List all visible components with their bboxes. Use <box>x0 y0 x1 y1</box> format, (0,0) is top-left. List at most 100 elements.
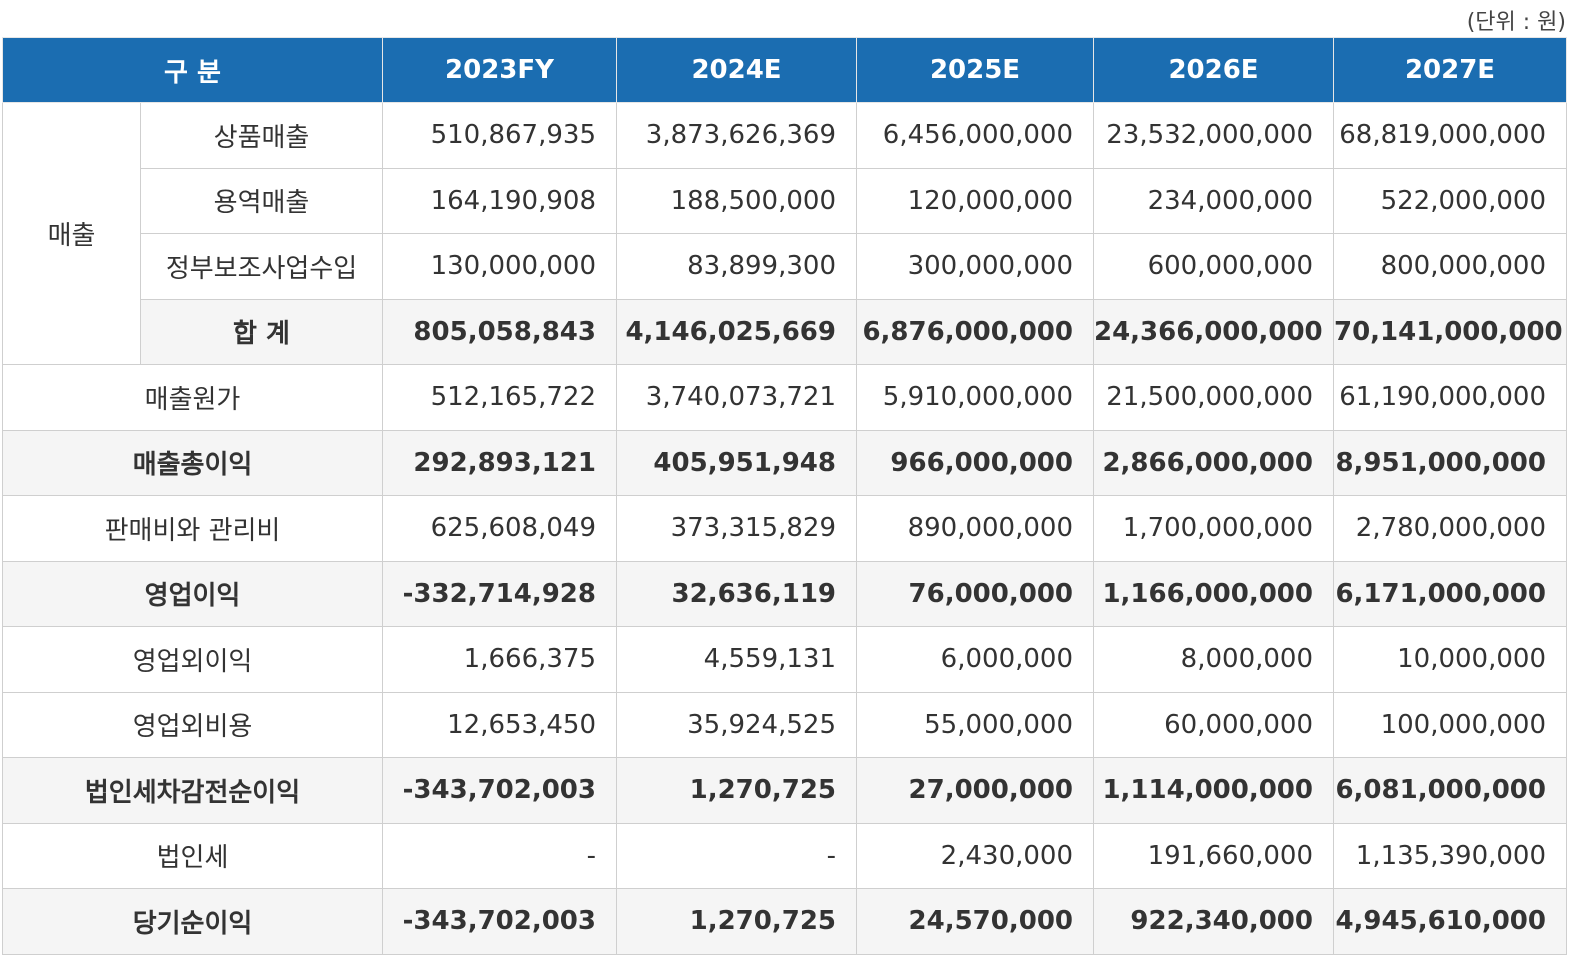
value-cell: 4,945,610,000 <box>1333 888 1567 955</box>
value-cell: 2,430,000 <box>856 822 1094 889</box>
value-cell: 55,000,000 <box>856 691 1094 758</box>
value-cell: 5,910,000,000 <box>856 364 1094 431</box>
table-row: 매출 상품매출 510,867,935 3,873,626,369 6,456,000,… <box>2 102 1567 365</box>
value-cell: 6,000,000 <box>856 626 1094 693</box>
header-cell: 구 분 <box>2 37 383 103</box>
value-cell: 23,532,000,000 <box>1093 102 1334 169</box>
value-cell: 164,190,908 <box>382 167 617 234</box>
value-cell: 890,000,000 <box>856 495 1094 562</box>
table-row: 용역매출 164,190,908 188,500,000 120,000,000 234… <box>3 167 1567 234</box>
value-cell: 373,315,829 <box>616 495 857 562</box>
value-cell: 522,000,000 <box>1333 167 1567 234</box>
value-cell: 8,000,000 <box>1093 626 1334 693</box>
value-cell: 1,166,000,000 <box>1093 560 1334 627</box>
table-row: 정부보조사업수입 130,000,000 83,899,300 300,000,000… <box>3 233 1567 300</box>
value-cell: 60,000,000 <box>1093 691 1334 758</box>
value-cell: 24,366,000,000 <box>1093 298 1334 365</box>
value-cell: 1,700,000,000 <box>1093 495 1334 562</box>
value-cell: 1,135,390,000 <box>1333 822 1567 889</box>
row-label: 정부보조사업수입 <box>140 233 383 300</box>
header-row: 구 분 2023FY 2024E 2025E 2026E 2027E <box>2 37 1567 103</box>
table-row: 영업외이익 1,666,375 4,559,131 6,000,000 8,000,00… <box>2 626 1567 693</box>
value-cell: -343,702,003 <box>382 757 617 824</box>
value-cell: 188,500,000 <box>616 167 857 234</box>
value-cell: 130,000,000 <box>382 233 617 300</box>
value-cell: 68,819,000,000 <box>1333 102 1567 169</box>
header-cell: 2026E <box>1093 37 1334 103</box>
value-cell: 83,899,300 <box>616 233 857 300</box>
financial-table: 구 분 2023FY 2024E 2025E 2026E 2027E 매출 상품매출 510,… <box>2 37 1567 955</box>
value-cell: 625,608,049 <box>382 495 617 562</box>
row-label: 영업외비용 <box>2 691 383 758</box>
value-cell: 4,146,025,669 <box>616 298 857 365</box>
value-cell: 922,340,000 <box>1093 888 1334 955</box>
value-cell: 600,000,000 <box>1093 233 1334 300</box>
table-row: 판매비와 관리비 625,608,049 373,315,829 890,000,00… <box>2 495 1567 562</box>
value-cell: 24,570,000 <box>856 888 1094 955</box>
row-label: 영업이익 <box>2 560 383 627</box>
row-label: 상품매출 <box>140 102 383 169</box>
value-cell: 300,000,000 <box>856 233 1094 300</box>
value-cell: 35,924,525 <box>616 691 857 758</box>
value-cell: 120,000,000 <box>856 167 1094 234</box>
value-cell: 76,000,000 <box>856 560 1094 627</box>
table-body: 매출 상품매출 510,867,935 3,873,626,369 6,456,000,… <box>2 102 1567 955</box>
value-cell: 510,867,935 <box>382 102 617 169</box>
value-cell: 100,000,000 <box>1333 691 1567 758</box>
table-row: 법인세차감전순이익 -343,702,003 1,270,725 27,000,000… <box>2 757 1567 824</box>
value-cell: 1,666,375 <box>382 626 617 693</box>
value-cell: 8,951,000,000 <box>1333 429 1567 496</box>
row-label: 법인세차감전순이익 <box>2 757 383 824</box>
value-cell: 191,660,000 <box>1093 822 1334 889</box>
value-cell: 966,000,000 <box>856 429 1094 496</box>
row-label: 합 계 <box>140 298 383 365</box>
value-cell: - <box>382 822 617 889</box>
value-cell: 32,636,119 <box>616 560 857 627</box>
unit-note: (단위 : 원) <box>1466 10 1566 35</box>
value-cell: 70,141,000,000 <box>1333 298 1567 365</box>
value-cell: 800,000,000 <box>1333 233 1567 300</box>
value-cell: - <box>616 822 857 889</box>
header-cell: 2025E <box>856 37 1094 103</box>
header-cell: 2023FY <box>382 37 617 103</box>
group-label: 매출 <box>2 102 141 365</box>
value-cell: 2,866,000,000 <box>1093 429 1334 496</box>
value-cell: 1,270,725 <box>616 888 857 955</box>
row-label: 법인세 <box>2 822 383 889</box>
table-row: 당기순이익 -343,702,003 1,270,725 24,570,000 922,… <box>2 888 1567 955</box>
value-cell: 6,081,000,000 <box>1333 757 1567 824</box>
table-row: 영업외비용 12,653,450 35,924,525 55,000,000 60,00… <box>2 691 1567 758</box>
row-label: 당기순이익 <box>2 888 383 955</box>
value-cell: 27,000,000 <box>856 757 1094 824</box>
value-cell: 6,171,000,000 <box>1333 560 1567 627</box>
value-cell: 4,559,131 <box>616 626 857 693</box>
value-cell: 6,456,000,000 <box>856 102 1094 169</box>
value-cell: 405,951,948 <box>616 429 857 496</box>
value-cell: 2,780,000,000 <box>1333 495 1567 562</box>
value-cell: 21,500,000,000 <box>1093 364 1334 431</box>
header-cell: 2024E <box>616 37 857 103</box>
value-cell: 512,165,722 <box>382 364 617 431</box>
value-cell: 292,893,121 <box>382 429 617 496</box>
value-cell: 234,000,000 <box>1093 167 1334 234</box>
value-cell: 1,114,000,000 <box>1093 757 1334 824</box>
value-cell: -343,702,003 <box>382 888 617 955</box>
table-row: 매출원가 512,165,722 3,740,073,721 5,910,000,00… <box>2 364 1567 431</box>
table-row: 법인세 - -2,430,000 191,660,000 1,135,390,000 <box>2 822 1567 889</box>
value-cell: 6,876,000,000 <box>856 298 1094 365</box>
value-cell: 12,653,450 <box>382 691 617 758</box>
table-row: 합 계 805,058,843 4,146,025,669 6,876,000,000… <box>3 298 1567 365</box>
row-label: 매출총이익 <box>2 429 383 496</box>
table-row: 영업이익 -332,714,928 32,636,119 76,000,000 1,16… <box>2 560 1567 627</box>
value-cell: 61,190,000,000 <box>1333 364 1567 431</box>
value-cell: 805,058,843 <box>382 298 617 365</box>
row-label: 용역매출 <box>140 167 383 234</box>
row-label: 매출원가 <box>2 364 383 431</box>
value-cell: 3,740,073,721 <box>616 364 857 431</box>
value-cell: 1,270,725 <box>616 757 857 824</box>
value-cell: 10,000,000 <box>1333 626 1567 693</box>
header-cell: 2027E <box>1333 37 1567 103</box>
value-cell: -332,714,928 <box>382 560 617 627</box>
table-row: 매출총이익 292,893,121 405,951,948 966,000,000 2,… <box>2 429 1567 496</box>
